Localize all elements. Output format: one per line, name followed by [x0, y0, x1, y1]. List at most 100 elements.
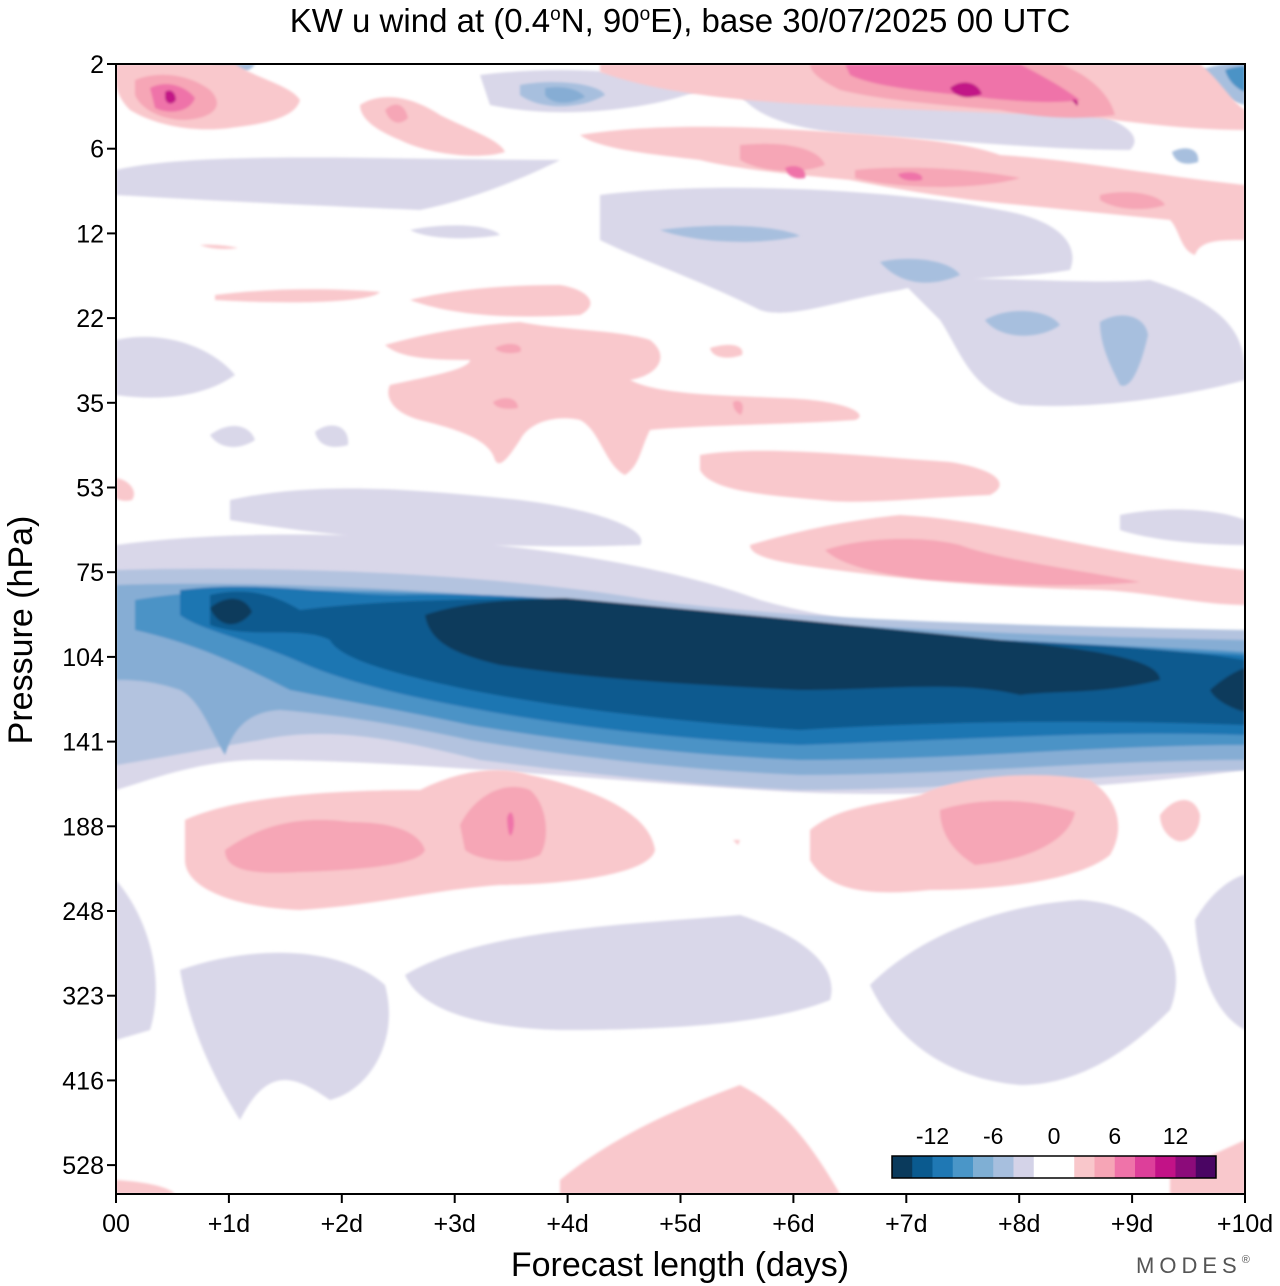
colorbar-swatch — [1033, 1156, 1055, 1178]
contour-strat-easterly-8 — [1100, 315, 1148, 386]
contour-easterly-weak-10 — [116, 336, 235, 398]
contour-westerly-strat-8 — [116, 478, 135, 501]
contour-westerly-top-4 — [165, 90, 176, 104]
x-tick-label: +6d — [772, 1210, 814, 1238]
contour-strat-easterly-2 — [545, 87, 585, 103]
x-tick-label: 00 — [102, 1210, 130, 1238]
x-tick-label: +10d — [1217, 1210, 1273, 1238]
contour-westerly-top-12 — [898, 172, 923, 181]
contour-strat-easterly-7 — [985, 310, 1060, 336]
contour-westerly-top-16 — [950, 82, 982, 98]
contour-westerly-strat-9 — [200, 244, 238, 249]
contour-westerly-strat-2 — [410, 285, 591, 317]
contour-westerly-strat-5 — [495, 343, 521, 354]
colorbar-swatch — [1155, 1156, 1176, 1178]
x-tick-label: +2d — [321, 1210, 363, 1238]
colorbar-swatch — [1114, 1156, 1136, 1178]
contour-easterly-core-west — [210, 598, 252, 625]
colorbar-swatch — [1175, 1156, 1197, 1178]
x-tick-label: +8d — [998, 1210, 1040, 1238]
y-tick-label: 35 — [76, 390, 104, 418]
contour-westerly-top-10 — [1100, 192, 1165, 210]
contour-easterly-weak-2 — [230, 488, 642, 547]
x-tick-label: +3d — [433, 1210, 475, 1238]
contour-strat-easterly-9 — [1172, 148, 1199, 164]
x-tick-label: +5d — [659, 1210, 701, 1238]
colorbar-label: 12 — [1163, 1123, 1189, 1149]
colorbar-label: 6 — [1108, 1123, 1121, 1149]
x-tick-label: +1d — [208, 1210, 250, 1238]
contour-westerly-upper-l2b — [460, 786, 546, 862]
contour-westerly-strat-1 — [385, 322, 860, 475]
colorbar-label: -6 — [983, 1123, 1003, 1149]
contour-westerly-upper-l3 — [507, 812, 514, 836]
contour-westerly-top-9 — [855, 167, 1020, 187]
colorbar: -12 -6 0 6 12 — [891, 1123, 1217, 1179]
contour-easterly-weak-12 — [315, 425, 349, 447]
y-tick-label: 188 — [62, 813, 104, 841]
contour-westerly-low-3 — [116, 1180, 175, 1194]
y-tick-label: 22 — [76, 305, 104, 333]
contour-easterly-weak-8 — [600, 187, 1073, 313]
y-tick-label: 53 — [76, 475, 104, 503]
colorbar-swatch — [1195, 1156, 1217, 1178]
colorbar-label: 0 — [1048, 1123, 1061, 1149]
x-tick-label: +7d — [885, 1210, 927, 1238]
contour-westerly-mid-3 — [825, 538, 1140, 586]
contour-westerly-upper-r2 — [940, 800, 1075, 865]
contour-field — [116, 64, 1245, 1194]
colorbar-swatch — [1013, 1156, 1035, 1178]
contour-westerly-upper-r4 — [733, 840, 740, 845]
contour-westerly-top-11 — [785, 166, 806, 179]
contour-strat-easterly-6 — [880, 258, 960, 283]
contour-westerly-top-6 — [385, 104, 408, 123]
contour-easterly-weak-3 — [116, 880, 156, 1040]
contour-westerly-strat-4 — [710, 344, 743, 358]
contour-westerly-upper-r3 — [1160, 800, 1200, 842]
colorbar-swatch — [932, 1156, 954, 1178]
y-tick-label: 104 — [62, 644, 104, 672]
x-axis-label: Forecast length (days) — [511, 1246, 849, 1284]
colorbar-swatch — [1054, 1156, 1075, 1178]
modes-logo: MODES® — [1136, 1253, 1255, 1278]
y-tick-label: 528 — [62, 1152, 104, 1180]
contour-westerly-strat-3 — [215, 289, 380, 303]
contour-westerly-top-8 — [740, 143, 825, 172]
colorbar-frame — [891, 1155, 1217, 1179]
colorbar-swatch — [1094, 1156, 1116, 1178]
x-axis: 00 +1d +2d +3d +4d +5d +6d +7d +8d +9d +10d — [102, 1194, 1273, 1238]
x-tick-label: +4d — [546, 1210, 588, 1238]
contour-westerly-top-17 — [1072, 99, 1079, 106]
contour-easterly-core — [425, 598, 1160, 695]
contour-easterly-weak-11 — [210, 425, 255, 447]
contour-easterly-weak-9 — [900, 278, 1245, 406]
contour-easterly-weak-4 — [180, 952, 389, 1120]
colorbar-swatch — [993, 1156, 1014, 1178]
chart-title: KW u wind at (0.4oN, 90oE), base 30/07/2… — [290, 2, 1071, 39]
contour-westerly-low-1 — [560, 1085, 840, 1194]
y-axis-label: Pressure (hPa) — [2, 516, 40, 745]
y-tick-label: 75 — [76, 559, 104, 587]
contour-easterly-weak-6 — [870, 900, 1176, 1085]
contour-easterly-weak-5 — [405, 915, 832, 1030]
y-tick-label: 12 — [76, 220, 104, 248]
colorbar-swatch — [1074, 1156, 1095, 1178]
y-tick-label: 416 — [62, 1067, 104, 1095]
x-tick-label: +9d — [1111, 1210, 1153, 1238]
contour-westerly-strat-6 — [493, 398, 518, 409]
contour-easterly-weak-17 — [1120, 509, 1245, 545]
contour-easterly-weak-16 — [410, 225, 500, 239]
y-axis: 2 6 12 22 35 53 75 104 141 188 248 323 416 528 — [62, 51, 116, 1180]
colorbar-swatch — [1135, 1156, 1156, 1178]
y-tick-label: 2 — [90, 51, 104, 79]
contour-easterly-core-east — [1210, 668, 1245, 712]
contour-westerly-upper-l2 — [225, 819, 425, 873]
colorbar-swatch — [912, 1156, 933, 1178]
contour-westerly-mid-1 — [700, 450, 1000, 502]
contour-strat-easterly-4 — [1225, 66, 1245, 92]
colorbar-swatch — [892, 1156, 913, 1178]
colorbar-swatch — [952, 1156, 974, 1178]
contour-easterly-weak-7 — [1195, 875, 1245, 1030]
colorbar-swatch — [973, 1156, 994, 1178]
